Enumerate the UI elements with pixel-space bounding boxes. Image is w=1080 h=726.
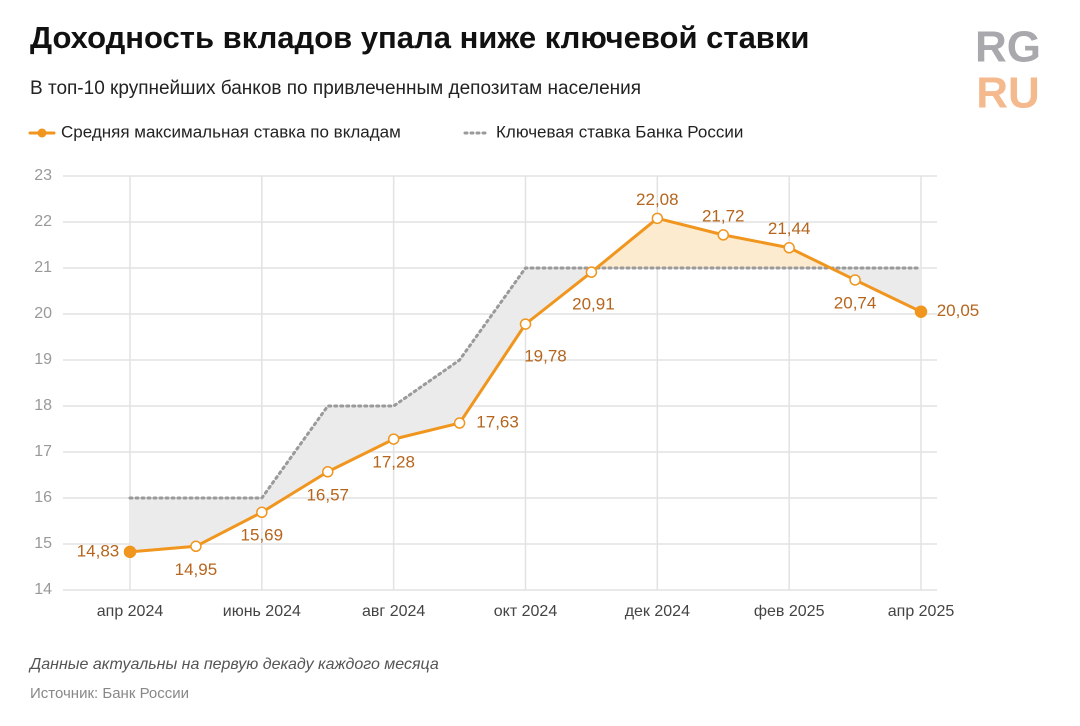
point <box>783 242 795 254</box>
point <box>123 545 137 559</box>
y-tick-label: 20 <box>34 305 52 322</box>
legend-label: Ключевая ставка Банка России <box>496 122 743 141</box>
point <box>914 305 928 318</box>
y-tick-label: 17 <box>34 443 52 460</box>
value-label: 20,05 <box>937 301 980 320</box>
line-dotted <box>128 266 923 500</box>
legend-label: Средняя максимальная ставка по вкладам <box>61 122 401 141</box>
point <box>387 433 400 445</box>
value-label: 16,57 <box>306 485 349 504</box>
point <box>453 417 466 429</box>
value-label: 17,28 <box>372 453 415 472</box>
y-tick-label: 21 <box>34 259 52 276</box>
footnote: Данные актуальны на первую декаду каждог… <box>28 656 439 673</box>
value-label: 20,74 <box>834 293 877 312</box>
y-tick-label: 15 <box>34 535 52 552</box>
y-tick-label: 22 <box>34 213 52 230</box>
chart-subtitle: В топ-10 крупнейших банков по привлеченн… <box>30 78 641 99</box>
legend-dot <box>37 128 47 138</box>
x-tick-label: апр 2024 <box>97 603 164 620</box>
x-tick-label: июнь 2024 <box>223 603 301 620</box>
x-tick-label: дек 2024 <box>625 603 690 620</box>
y-tick-label: 23 <box>34 167 52 184</box>
value-label: 14,95 <box>175 560 218 579</box>
x-tick-label: фев 2025 <box>754 603 825 620</box>
point <box>651 212 664 225</box>
y-tick-label: 14 <box>34 581 52 598</box>
point <box>190 540 202 553</box>
value-label: 14,83 <box>77 541 120 560</box>
chart-title: Доходность вкладов упала ниже ключевой с… <box>30 20 809 55</box>
point <box>322 466 334 478</box>
logo-top: RG <box>975 23 1041 72</box>
value-label: 21,44 <box>768 219 811 238</box>
y-tick-label: 16 <box>34 489 52 506</box>
point <box>717 229 729 241</box>
logo-bottom: RU <box>976 69 1040 118</box>
y-tick-label: 19 <box>34 351 52 368</box>
point <box>849 274 861 286</box>
value-label: 17,63 <box>476 413 519 432</box>
value-label: 15,69 <box>241 526 284 545</box>
x-tick-label: апр 2025 <box>888 603 955 620</box>
point <box>256 506 268 519</box>
y-tick-label: 18 <box>34 397 52 414</box>
value-label: 19,78 <box>524 347 567 366</box>
x-tick-label: авг 2024 <box>362 603 425 620</box>
point <box>519 318 532 330</box>
source: Источник: Банк России <box>30 685 189 702</box>
point <box>585 266 598 278</box>
value-label: 20,91 <box>572 295 615 314</box>
x-tick-label: окт 2024 <box>494 603 558 620</box>
value-label: 21,72 <box>702 206 745 225</box>
value-label: 22,08 <box>636 190 679 209</box>
